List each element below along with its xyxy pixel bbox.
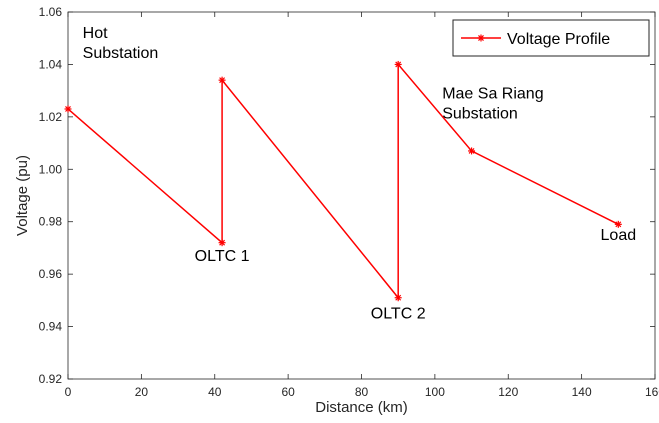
x-tick-label: 100 [425, 385, 445, 399]
axes-layer: 0 20 40 60 80 100 120 140 160 0.92 0.94 0.96 0.98 1.0… [39, 5, 659, 399]
y-axis-title: Voltage (pu) [14, 155, 31, 236]
point-annotation: Mae Sa Riang Substation [442, 86, 543, 123]
x-tick-label: 140 [572, 385, 592, 399]
data-point-marker [614, 220, 622, 228]
marker-stroke [468, 147, 475, 154]
y-tick-label: 0.98 [39, 215, 63, 229]
data-point-marker [218, 239, 226, 247]
marker-stroke [615, 221, 622, 228]
annotation-line: Load [601, 227, 637, 244]
y-tick-label: 1.00 [39, 162, 63, 176]
legend: Voltage Profile [452, 19, 650, 57]
series-layer [64, 60, 622, 302]
annotation-line: Substation [442, 106, 518, 123]
annotation-line: Hot [83, 25, 108, 42]
marker-stroke [219, 239, 226, 246]
data-point-marker [468, 147, 476, 155]
legend-marker-asterisk [477, 34, 485, 42]
data-point-marker [64, 105, 72, 113]
marker-stroke [395, 294, 402, 301]
point-annotation: OLTC 1 [195, 248, 250, 265]
legend-marker-shape [477, 34, 485, 42]
y-tick-label: 1.02 [39, 110, 63, 124]
marker-stroke [65, 106, 71, 112]
data-point-marker [394, 294, 402, 302]
data-point-marker [394, 60, 402, 68]
y-tick-label: 1.06 [39, 5, 63, 19]
x-tick-label: 0 [65, 385, 72, 399]
x-tick-label: 20 [135, 385, 149, 399]
point-annotation: Load [601, 227, 637, 244]
x-tick-label: 40 [208, 385, 222, 399]
x-tick-label: 160 [645, 385, 659, 399]
x-tick-label: 120 [498, 385, 518, 399]
y-tick-label: 0.94 [39, 320, 63, 334]
plot-area [68, 12, 655, 379]
annotation-line: OLTC 2 [371, 306, 426, 323]
x-axis-title: Distance (km) [315, 399, 408, 416]
y-tick-label: 0.92 [39, 372, 63, 386]
annotation-layer: Hot Substation OLTC 1 OLTC 2 Mae Sa Riang Sub… [83, 25, 636, 322]
marker-stroke [395, 61, 402, 68]
annotation-line: OLTC 1 [195, 248, 250, 265]
legend-label: Voltage Profile [507, 31, 610, 48]
y-tick-label: 1.04 [39, 57, 63, 71]
marker-stroke [478, 35, 484, 41]
point-annotation: OLTC 2 [371, 306, 426, 323]
annotation-line: Substation [83, 45, 159, 62]
annotation-line: Mae Sa Riang [442, 86, 543, 103]
marker-stroke [219, 77, 226, 84]
point-annotation: Hot Substation [83, 25, 159, 62]
data-point-marker [218, 76, 226, 84]
x-tick-label: 60 [281, 385, 295, 399]
x-tick-label: 80 [355, 385, 369, 399]
y-tick-label: 0.96 [39, 267, 63, 281]
